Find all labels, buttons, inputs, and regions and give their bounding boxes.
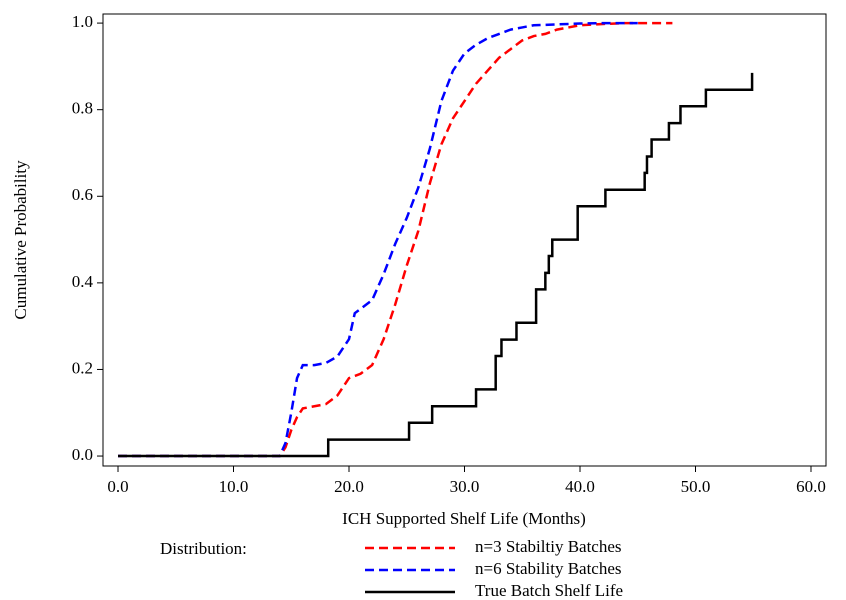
legend-title: Distribution: bbox=[160, 539, 247, 558]
x-axis-title: ICH Supported Shelf Life (Months) bbox=[342, 509, 586, 528]
series-line bbox=[118, 21, 638, 458]
y-tick-label: 0.0 bbox=[72, 445, 93, 464]
legend-label: n=6 Stability Batches bbox=[475, 559, 622, 578]
y-tick-label: 0.6 bbox=[72, 185, 93, 204]
x-tick-label: 60.0 bbox=[796, 477, 826, 496]
y-tick-label: 1.0 bbox=[72, 12, 93, 31]
x-tick-label: 10.0 bbox=[219, 477, 249, 496]
y-axis-title: Cumulative Probability bbox=[11, 160, 30, 320]
series-line bbox=[118, 21, 673, 458]
x-tick-label: 20.0 bbox=[334, 477, 364, 496]
x-tick-label: 40.0 bbox=[565, 477, 595, 496]
plot-frame bbox=[102, 13, 827, 467]
legend-label: True Batch Shelf Life bbox=[475, 581, 623, 600]
x-tick-label: 30.0 bbox=[450, 477, 480, 496]
y-tick-label: 0.4 bbox=[72, 272, 94, 291]
x-tick-label: 0.0 bbox=[107, 477, 128, 496]
series-line bbox=[118, 72, 754, 458]
y-tick-label: 0.2 bbox=[72, 358, 93, 377]
x-tick-label: 50.0 bbox=[681, 477, 711, 496]
y-tick-label: 0.8 bbox=[72, 99, 93, 118]
legend-label: n=3 Stabiltiy Batches bbox=[475, 537, 622, 556]
